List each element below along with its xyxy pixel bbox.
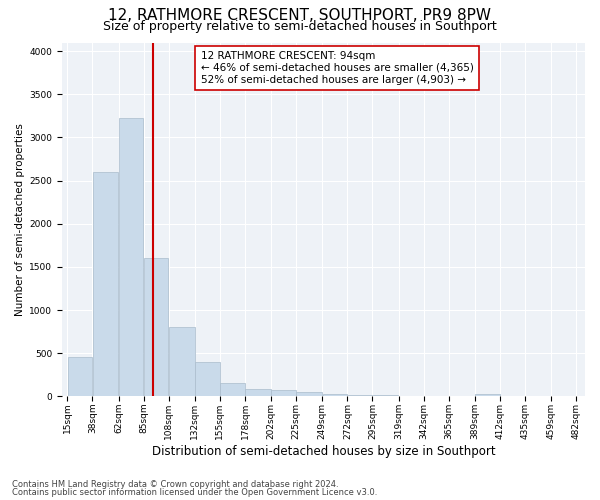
- Bar: [92, 172, 118, 396]
- Text: Contains public sector information licensed under the Open Government Licence v3: Contains public sector information licen…: [12, 488, 377, 497]
- Bar: [169, 328, 194, 396]
- Bar: [245, 388, 271, 396]
- Y-axis label: Number of semi-detached properties: Number of semi-detached properties: [15, 123, 25, 316]
- Text: Size of property relative to semi-detached houses in Southport: Size of property relative to semi-detach…: [103, 20, 497, 33]
- Text: 12 RATHMORE CRESCENT: 94sqm
← 46% of semi-detached houses are smaller (4,365)
52: 12 RATHMORE CRESCENT: 94sqm ← 46% of sem…: [200, 52, 473, 84]
- Bar: [195, 362, 220, 396]
- Bar: [68, 358, 92, 397]
- Text: Contains HM Land Registry data © Crown copyright and database right 2024.: Contains HM Land Registry data © Crown c…: [12, 480, 338, 489]
- Bar: [119, 118, 143, 396]
- Bar: [373, 395, 398, 396]
- Bar: [347, 394, 372, 396]
- Bar: [144, 258, 169, 396]
- Bar: [220, 384, 245, 396]
- Text: 12, RATHMORE CRESCENT, SOUTHPORT, PR9 8PW: 12, RATHMORE CRESCENT, SOUTHPORT, PR9 8P…: [109, 8, 491, 22]
- X-axis label: Distribution of semi-detached houses by size in Southport: Distribution of semi-detached houses by …: [152, 444, 495, 458]
- Bar: [271, 390, 296, 396]
- Bar: [296, 392, 322, 396]
- Bar: [475, 394, 500, 396]
- Bar: [323, 394, 347, 396]
